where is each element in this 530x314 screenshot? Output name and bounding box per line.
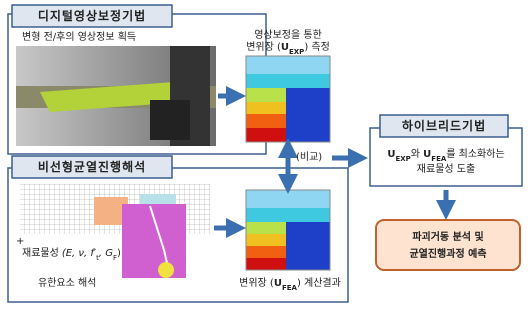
outcome-line2: 균열진행과정 예측 xyxy=(409,247,486,260)
text: EXP xyxy=(395,155,410,163)
text: ) 계산결과 xyxy=(297,277,341,289)
text: U xyxy=(274,278,282,289)
text: EXP xyxy=(289,48,304,56)
top-result-line1: 영상보정을 통한 xyxy=(254,29,322,41)
text: , G xyxy=(99,248,113,259)
outcome-box xyxy=(375,219,521,271)
text: U xyxy=(423,149,431,160)
text: (E, ν, f′ xyxy=(62,248,97,259)
hybrid-line2: 재료물성 도출 xyxy=(417,163,475,175)
contour-fea xyxy=(245,189,331,271)
text: ) xyxy=(117,248,121,259)
contour-exp xyxy=(245,55,331,143)
compare-label: (비교) xyxy=(296,151,322,163)
material: 재료물성 (E, ν, f′t, GF) xyxy=(22,247,121,262)
outcome-line1: 파괴거동 분석 및 xyxy=(412,230,483,243)
bottom-title: 비선형균열진행해석 xyxy=(38,159,146,174)
photo xyxy=(16,46,216,146)
text: FEA xyxy=(282,284,298,292)
text: 재료물성 xyxy=(22,247,59,259)
fea-caption: 유한요소 해석 xyxy=(38,276,96,289)
text: F xyxy=(113,254,117,262)
text: t xyxy=(96,254,99,262)
hybrid-line1: UEXP와 UFEA를 최소화하는 xyxy=(387,147,504,163)
text: FEA xyxy=(431,155,447,163)
hybrid-title-box xyxy=(379,114,509,138)
text: U xyxy=(281,42,289,53)
top-caption: 변형 전/후의 영상정보 획득 xyxy=(22,31,136,43)
top-result-line2: 변위장 (UEXP) 측정 xyxy=(246,40,330,56)
fea-result: 변위장 (UFEA) 계산결과 xyxy=(239,276,341,292)
text: 변위장 ( xyxy=(246,40,281,53)
text: 와 xyxy=(411,148,423,160)
text: 변위장 ( xyxy=(239,276,274,289)
hybrid-title: 하이브리드기법 xyxy=(402,118,486,133)
text: 를 최소화하는 xyxy=(446,147,504,160)
bottom-title-box xyxy=(11,155,173,179)
top-title-box xyxy=(11,4,173,28)
top-title: 디지털영상보정기법 xyxy=(38,8,146,23)
text: ) 측정 xyxy=(304,41,329,53)
plus: + xyxy=(16,236,24,247)
mesh-image xyxy=(20,184,210,278)
text: U xyxy=(387,149,395,160)
